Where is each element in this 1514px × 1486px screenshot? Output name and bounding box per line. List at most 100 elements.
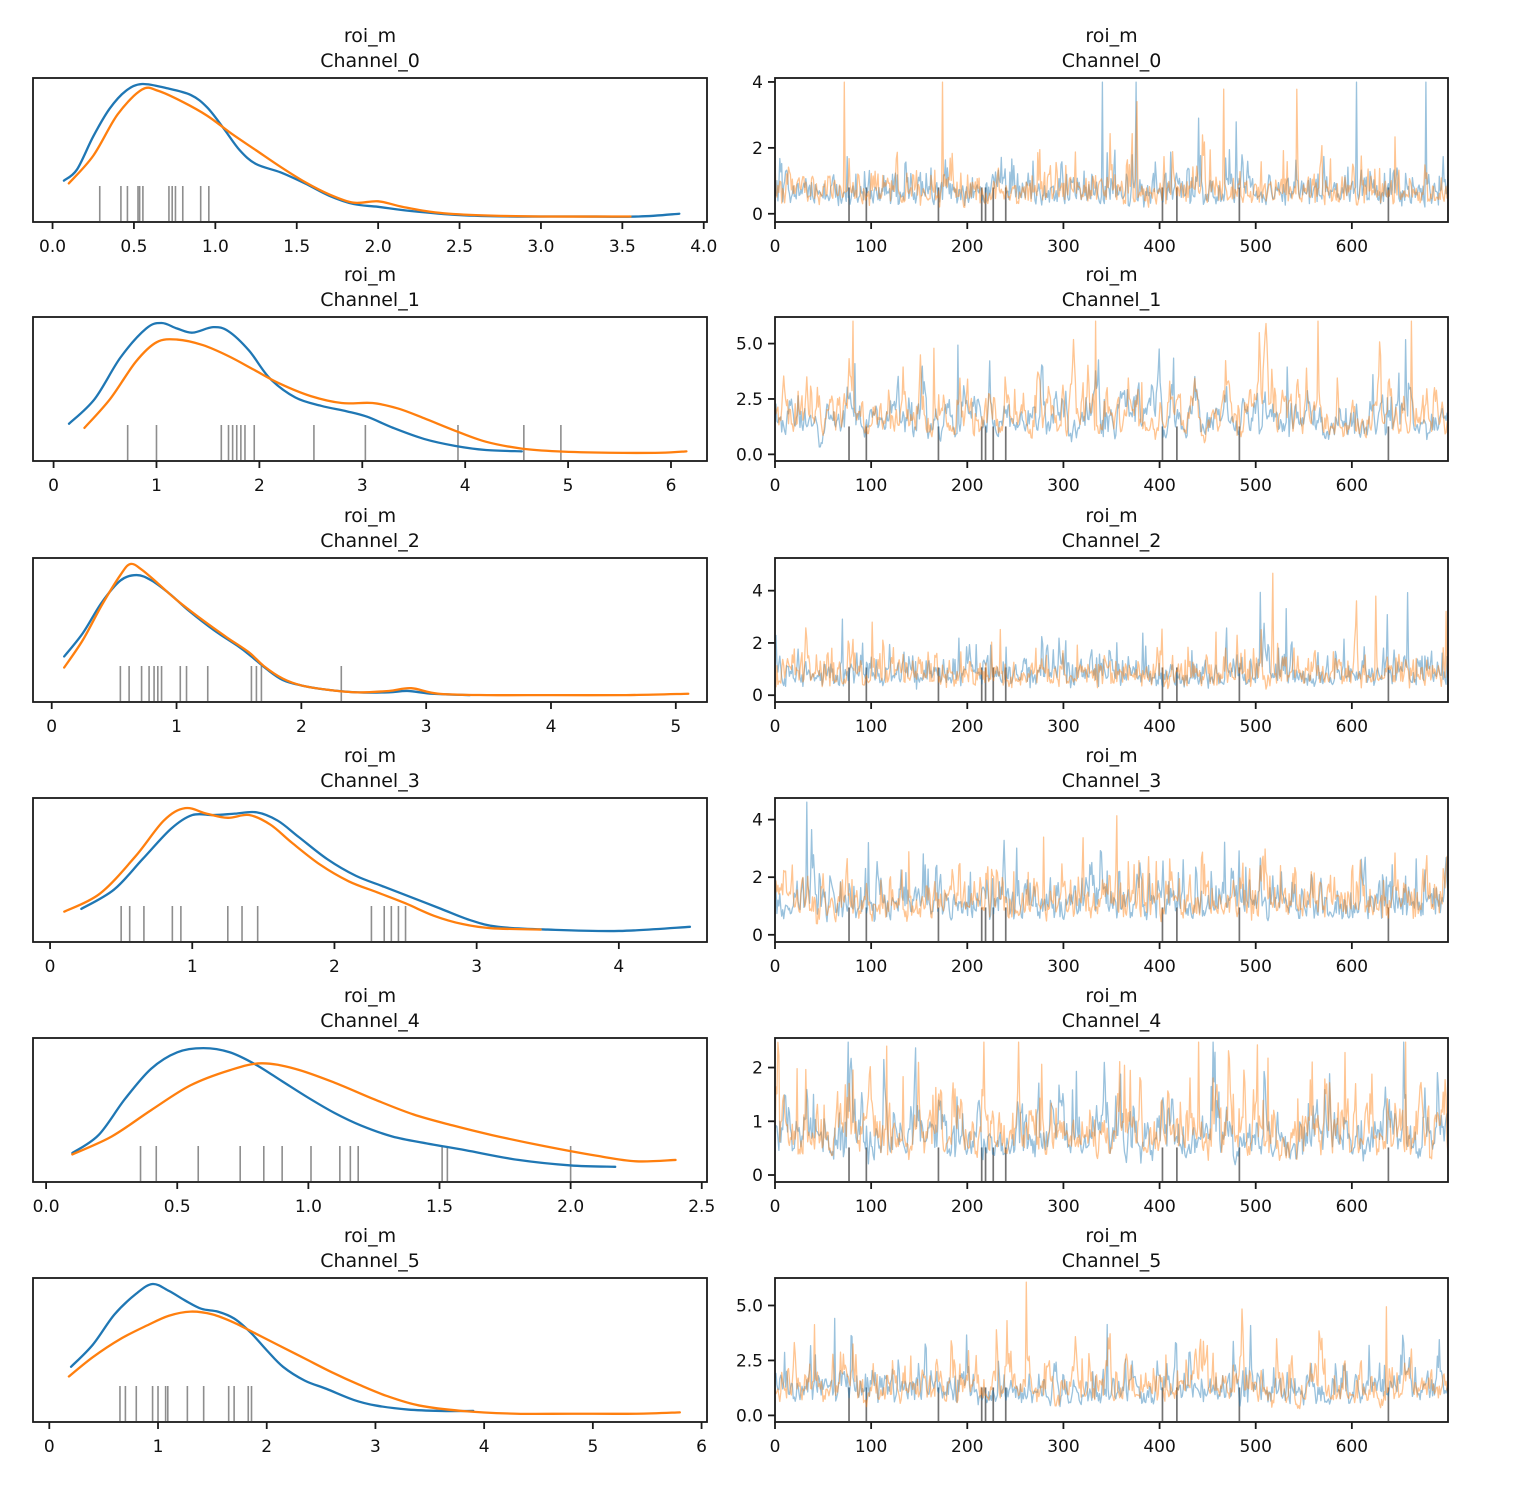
x-tick-label: 0 <box>770 717 781 737</box>
x-tick-label: 300 <box>1047 957 1079 977</box>
trace-panel-channel-4: roi_m Channel_4 0 100 200 300 400 500 600 0 1 2 <box>752 985 1449 1217</box>
trace-title-line2: Channel_3 <box>1062 770 1162 792</box>
trace-a <box>774 1041 1449 1166</box>
x-tick-label: 500 <box>1239 1197 1271 1217</box>
trace-b <box>774 81 1449 208</box>
x-tick-label: 2 <box>254 476 265 496</box>
x-tick-label: 2.0 <box>557 1197 584 1217</box>
x-tick-label: 400 <box>1143 237 1175 257</box>
x-tick-label: 1.0 <box>295 1197 322 1217</box>
x-tick-label: 400 <box>1143 1197 1175 1217</box>
trace-b <box>774 1281 1449 1410</box>
trace-b <box>774 815 1449 925</box>
trace-title-line2: Channel_5 <box>1062 1250 1162 1272</box>
x-tick-label: 200 <box>951 476 983 496</box>
x-tick-label: 500 <box>1239 1437 1271 1457</box>
trace-panel-channel-2: roi_m Channel_2 0 100 200 300 400 500 600 0 2 4 <box>752 505 1449 737</box>
x-tick-label: 300 <box>1047 717 1079 737</box>
x-tick-label: 2 <box>329 957 340 977</box>
y-tick-label: 5.0 <box>736 1296 763 1316</box>
x-tick-label: 200 <box>951 957 983 977</box>
trace-a <box>774 81 1449 208</box>
x-tick-label: 0.5 <box>164 1197 191 1217</box>
kde-curve-b <box>71 1062 677 1163</box>
kde-title-line2: Channel_0 <box>320 50 420 72</box>
x-tick-label: 500 <box>1239 717 1271 737</box>
kde-panel-channel-5: roi_m Channel_5 0 1 2 3 4 5 6 <box>32 1225 708 1457</box>
x-tick-label: 200 <box>951 1197 983 1217</box>
trace-panel-channel-1: roi_m Channel_1 0 100 200 300 400 500 600 0.0 2.5 5… <box>736 264 1449 496</box>
axes-box <box>774 77 1449 223</box>
x-tick-label: 300 <box>1047 1437 1079 1457</box>
kde-curve-a <box>80 810 692 933</box>
kde-curve-a <box>63 573 472 697</box>
x-tick-label: 600 <box>1336 1197 1368 1217</box>
x-tick-label: 400 <box>1143 957 1175 977</box>
x-tick-label: 0.0 <box>33 1197 60 1217</box>
x-tick-label: 0 <box>44 1437 55 1457</box>
kde-title-line1: roi_m <box>344 745 396 767</box>
y-tick-label: 0.0 <box>736 1406 763 1426</box>
trace-b <box>774 572 1449 690</box>
x-tick-label: 300 <box>1047 237 1079 257</box>
x-tick-label: 3.0 <box>527 237 554 257</box>
x-tick-label: 5 <box>670 717 681 737</box>
x-tick-label: 600 <box>1336 237 1368 257</box>
kde-curve-b <box>83 338 688 455</box>
x-tick-label: 200 <box>951 717 983 737</box>
y-tick-label: 1 <box>752 1112 763 1132</box>
kde-curve-a <box>69 1282 475 1413</box>
axes-box <box>32 557 708 703</box>
x-tick-label: 3 <box>357 476 368 496</box>
x-tick-label: 600 <box>1336 957 1368 977</box>
trace-title-line1: roi_m <box>1085 25 1137 47</box>
axes-box <box>32 316 708 462</box>
x-tick-label: 3 <box>471 957 482 977</box>
trace-title-line2: Channel_2 <box>1062 530 1162 552</box>
kde-title-line1: roi_m <box>344 264 396 286</box>
x-tick-label: 100 <box>855 1197 887 1217</box>
kde-curve-b <box>63 806 542 931</box>
kde-curve-b <box>67 86 632 218</box>
kde-panel-channel-3: roi_m Channel_3 0 1 2 3 4 <box>32 745 708 977</box>
kde-panel-channel-4: roi_m Channel_4 0.0 0.5 1.0 1.5 2.0 2.5 <box>32 985 715 1217</box>
y-tick-label: 0.0 <box>736 445 763 465</box>
x-tick-label: 6 <box>696 1437 707 1457</box>
x-tick-label: 5 <box>587 1437 598 1457</box>
kde-title-line1: roi_m <box>344 25 396 47</box>
trace-b <box>774 1041 1449 1161</box>
kde-title-line2: Channel_2 <box>320 530 420 552</box>
y-tick-label: 2 <box>752 139 763 159</box>
y-tick-label: 2 <box>752 634 763 654</box>
x-tick-label: 1.5 <box>426 1197 453 1217</box>
kde-title-line2: Channel_4 <box>320 1010 420 1032</box>
y-tick-label: 5.0 <box>736 335 763 355</box>
x-tick-label: 1.0 <box>202 237 229 257</box>
kde-curve-a <box>71 1046 617 1168</box>
kde-panel-channel-0: roi_m Channel_0 0.0 0.5 1.0 1.5 2.0 2.5 3.0 3.5 4.… <box>32 25 717 257</box>
trace-a <box>774 1317 1449 1408</box>
x-tick-label: 300 <box>1047 1197 1079 1217</box>
x-tick-label: 1 <box>171 717 182 737</box>
kde-title-line1: roi_m <box>344 1225 396 1247</box>
trace-panel-channel-3: roi_m Channel_3 0 100 200 300 400 500 600 0 2 4 <box>752 745 1449 977</box>
x-tick-label: 0 <box>770 1437 781 1457</box>
trace-a <box>774 339 1449 448</box>
x-tick-label: 0.0 <box>39 237 66 257</box>
y-tick-label: 0 <box>752 926 763 946</box>
y-tick-label: 4 <box>752 811 763 831</box>
x-tick-label: 600 <box>1336 1437 1368 1457</box>
axes-box <box>774 797 1449 943</box>
trace-title-line2: Channel_0 <box>1062 50 1162 72</box>
x-tick-label: 4.0 <box>690 237 717 257</box>
kde-curve-b <box>67 1310 681 1416</box>
trace-a <box>774 801 1449 923</box>
trace-title-line1: roi_m <box>1085 985 1137 1007</box>
x-tick-label: 0 <box>770 476 781 496</box>
x-tick-label: 400 <box>1143 717 1175 737</box>
x-tick-label: 500 <box>1239 476 1271 496</box>
x-tick-label: 600 <box>1336 476 1368 496</box>
x-tick-label: 1 <box>153 1437 164 1457</box>
